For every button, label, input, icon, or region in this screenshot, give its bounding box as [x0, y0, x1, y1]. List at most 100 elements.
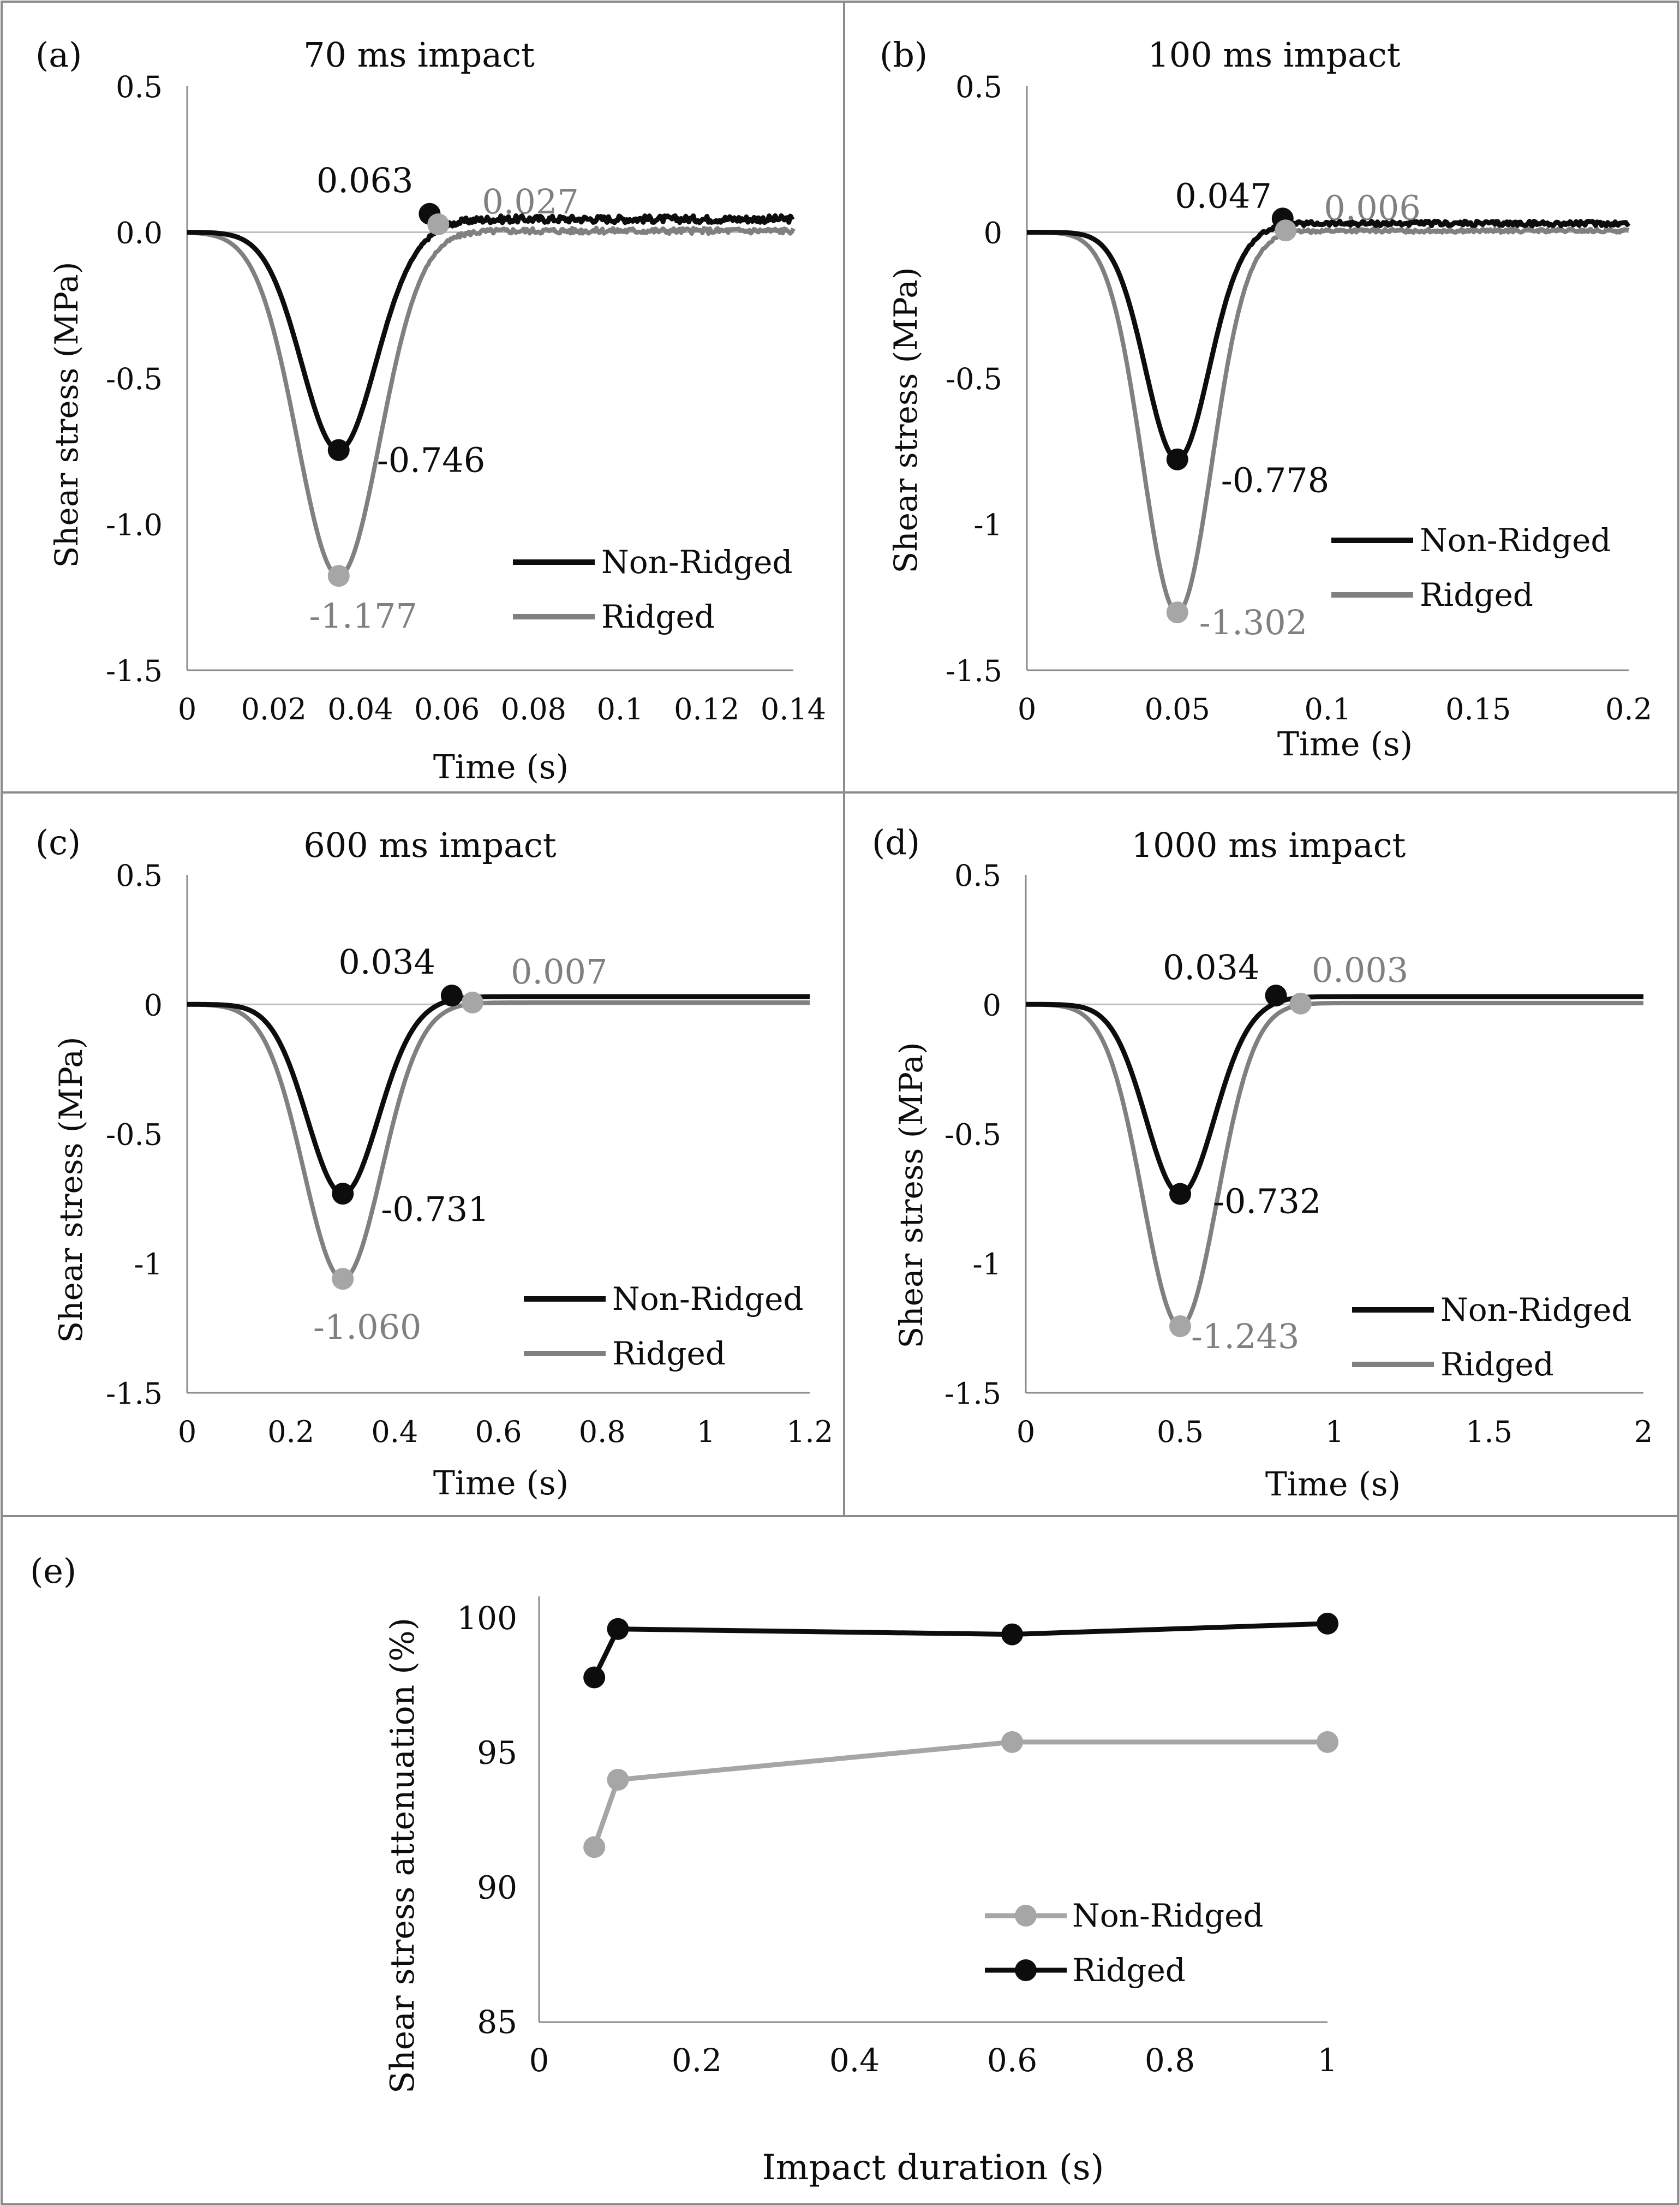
data-label: 0.027: [482, 182, 579, 222]
x-tick-label: 0.4: [371, 1415, 418, 1449]
data-point-marker: [1166, 601, 1188, 624]
x-tick-label: 0: [1017, 1415, 1035, 1449]
data-label: -1.243: [1191, 1316, 1299, 1356]
x-axis-label-a: Time (s): [433, 748, 569, 786]
data-label: -0.778: [1221, 461, 1329, 500]
data-label: -1.060: [313, 1307, 421, 1347]
y-tick-label: 100: [457, 1600, 517, 1637]
data-label: 0.007: [511, 952, 607, 992]
data-point-marker: [607, 1769, 629, 1791]
y-tick-label: -1.5: [106, 654, 163, 688]
legend-label: Non-Ridged: [1072, 1897, 1264, 1934]
panel-b: (b) 100 ms impact Shear stress (MPa) Tim…: [880, 35, 1652, 764]
plot-area-a: 0.5 0.0 -0.5 -1.0 -1.5 0 0.02 0.04 0.06 0.08 0.1 0.…: [106, 70, 826, 726]
data-point-marker: [461, 991, 483, 1013]
x-tick-label: 1.5: [1466, 1415, 1512, 1449]
plot-area-c: 0.5 0 -0.5 -1 -1.5 0 0.2 0.4 0.6 0.8 1 1.2 -0.731 0.0…: [106, 858, 833, 1449]
plot-area-b: 0.5 0 -0.5 -1 -1.5 0 0.05 0.1 0.15 0.2 0.047 -0.778…: [946, 70, 1652, 726]
y-tick-label: -0.5: [106, 362, 163, 396]
x-tick-label: 0.14: [761, 692, 826, 726]
x-tick-label: 0.2: [672, 2042, 722, 2079]
series-line-ridged: [186, 1000, 811, 1281]
x-tick-label: 0.1: [597, 692, 644, 726]
legend-label: Non-Ridged: [601, 544, 793, 581]
panel-d: (d) 1000 ms impact Shear stress (MPa) Ti…: [872, 822, 1653, 1504]
panel-label-d: (d): [872, 822, 920, 862]
y-axis-label-d: Shear stress (MPa): [893, 1042, 930, 1349]
x-tick-label: 0.05: [1145, 692, 1210, 726]
series-line-ridged: [186, 225, 796, 579]
y-tick-label: 95: [477, 1734, 517, 1772]
data-label: -0.731: [381, 1189, 489, 1229]
data-label: 0.003: [1312, 950, 1409, 990]
series-line-non-ridged: [1025, 994, 1645, 1197]
data-label: -1.177: [309, 596, 417, 636]
data-point-marker: [1166, 448, 1188, 470]
series-line-non-ridged: [1026, 218, 1631, 462]
y-tick-label: -1.5: [106, 1376, 163, 1411]
data-label: -0.746: [377, 440, 485, 480]
y-tick-label: 0: [983, 988, 1001, 1022]
legend-label: Ridged: [1440, 1346, 1554, 1383]
data-point-marker: [1265, 985, 1287, 1007]
x-tick-label: 0.02: [241, 692, 307, 726]
panel-label-a: (a): [35, 35, 82, 75]
x-tick-label: 0.12: [674, 692, 739, 726]
data-point-marker: [1001, 1731, 1023, 1753]
data-point-marker: [1317, 1731, 1338, 1753]
y-axis-label-e: Shear stress attenuation (%): [384, 1618, 422, 2094]
y-tick-label: -1.0: [106, 508, 163, 542]
series-line-non-ridged: [186, 994, 811, 1196]
data-label: 0.006: [1324, 188, 1421, 228]
y-tick-label: -1.5: [944, 1376, 1001, 1411]
y-tick-label: -0.5: [106, 1118, 163, 1152]
panel-c: (c) 600 ms impact Shear stress (MPa) Tim…: [35, 822, 833, 1503]
data-label: 0.047: [1175, 176, 1272, 216]
x-tick-label: 0.5: [1157, 1415, 1204, 1449]
x-tick-label: 0.8: [1145, 2042, 1195, 2079]
y-tick-label: 0: [144, 988, 163, 1022]
x-tick-label: 1: [1325, 1415, 1344, 1449]
panel-label-c: (c): [35, 822, 81, 862]
series-line-non-ridged: [591, 1739, 1328, 1848]
plot-area-d: 0.5 0 -0.5 -1 -1.5 0 0.5 1 1.5 2 -0.732 0.034 -1.243…: [944, 858, 1653, 1449]
x-tick-label: 0: [178, 692, 196, 726]
x-tick-label: 0.8: [579, 1415, 626, 1449]
y-tick-label: 90: [477, 1869, 517, 1906]
y-tick-label: -1.5: [946, 654, 1002, 688]
panel-label-e: (e): [30, 1551, 76, 1591]
x-axis-label-e: Impact duration (s): [762, 2148, 1104, 2188]
legend-marker: [1015, 1959, 1037, 1981]
panel-label-b: (b): [880, 35, 928, 75]
chart-title-c: 600 ms impact: [303, 825, 556, 865]
x-tick-label: 0.06: [414, 692, 480, 726]
y-tick-label: 0: [984, 216, 1002, 251]
x-tick-label: 0.6: [475, 1415, 522, 1449]
x-tick-label: 0: [178, 1415, 196, 1449]
chart-title-d: 1000 ms impact: [1132, 825, 1406, 865]
data-point-marker: [1169, 1183, 1191, 1205]
data-label: -1.302: [1199, 603, 1307, 642]
data-point-marker: [427, 213, 450, 236]
x-tick-label: 1: [697, 1415, 715, 1449]
y-tick-label: 0.5: [116, 70, 163, 104]
y-tick-label: 0.5: [116, 858, 163, 893]
y-tick-label: -1: [973, 508, 1002, 542]
data-point-marker: [607, 1618, 629, 1640]
data-point-marker: [332, 1268, 354, 1290]
data-label: 0.034: [1163, 947, 1260, 987]
data-label: 0.063: [316, 160, 414, 200]
legend-label: Ridged: [1420, 576, 1533, 613]
x-tick-label: 0.2: [1605, 692, 1652, 726]
x-tick-label: 0.6: [987, 2042, 1037, 2079]
x-tick-label: 2: [1634, 1415, 1653, 1449]
x-axis-label-d: Time (s): [1265, 1465, 1401, 1504]
data-point-marker: [583, 1836, 606, 1858]
y-tick-label: -1: [134, 1247, 163, 1281]
y-tick-label: 85: [477, 2004, 517, 2041]
x-tick-label: 1.2: [786, 1415, 833, 1449]
data-point-marker: [1289, 992, 1312, 1015]
x-tick-label: 1: [1318, 2042, 1338, 2079]
